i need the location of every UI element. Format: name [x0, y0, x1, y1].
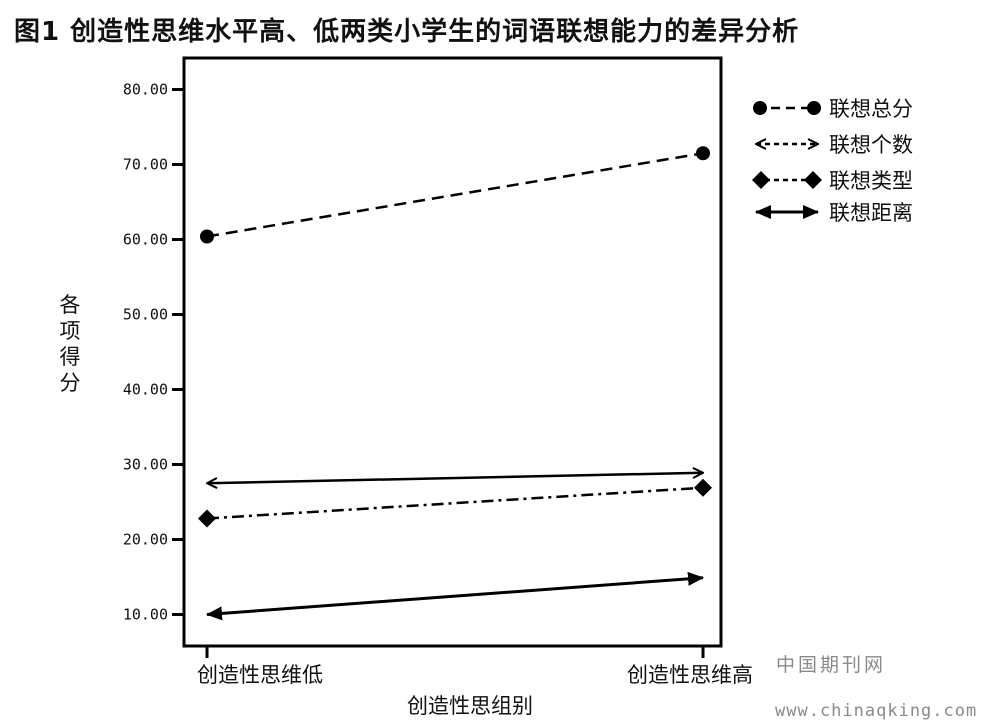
- x-axis-label: 创造性思组别: [407, 694, 533, 718]
- plot-frame: [182, 56, 723, 648]
- legend-item: 联想总分: [753, 97, 913, 121]
- series-group: [198, 146, 712, 621]
- legend-marker: [804, 171, 822, 189]
- y-axis: 10.00 20.00 30.00 40.00 50.00 60.00 70.00 80.00: [123, 81, 184, 624]
- y-axis-label-char-4: 分: [60, 371, 81, 395]
- legend-item: 联想个数: [756, 133, 913, 157]
- y-axis-label-char-3: 得: [60, 345, 81, 369]
- data-point: [198, 509, 216, 528]
- legend-label: 联想个数: [829, 133, 913, 157]
- chart-title: 图1 创造性思维水平高、低两类小学生的词语联想能力的差异分析: [14, 16, 799, 47]
- legend-marker: [753, 101, 767, 115]
- y-tick-label: 70.00: [123, 156, 168, 174]
- series-4: [206, 571, 704, 621]
- y-tick-label: 10.00: [123, 606, 168, 624]
- legend-marker: [752, 171, 770, 189]
- data-point: [694, 478, 712, 497]
- y-tick-label: 30.00: [123, 456, 168, 474]
- x-tick-label: 创造性思维高: [627, 663, 753, 687]
- legend-label: 联想类型: [829, 169, 913, 193]
- series-line: [206, 152, 704, 238]
- series-line: [206, 486, 704, 520]
- y-axis-label-char-2: 项: [60, 319, 81, 343]
- legend-label: 联想距离: [829, 201, 913, 225]
- y-tick-label: 50.00: [123, 306, 168, 324]
- series-2: [207, 473, 703, 484]
- y-tick-label: 20.00: [123, 531, 168, 549]
- y-axis-label-char-1: 各: [60, 293, 81, 317]
- legend-marker: [807, 101, 821, 115]
- watermark-text: 中国期刊网: [776, 654, 886, 676]
- y-tick-label: 60.00: [123, 231, 168, 249]
- data-point: [696, 146, 710, 161]
- watermark-url: www.chinaqking.com: [775, 701, 977, 721]
- series-1: [200, 146, 710, 244]
- series-3: [198, 478, 712, 528]
- series-line: [206, 571, 704, 621]
- series-line: [207, 473, 703, 484]
- y-tick-label: 80.00: [123, 81, 168, 99]
- legend-item: 联想距离: [755, 201, 913, 225]
- x-tick-label: 创造性思维低: [197, 663, 323, 687]
- legend-label: 联想总分: [829, 97, 913, 121]
- data-point: [200, 229, 214, 244]
- y-tick-label: 40.00: [123, 381, 168, 399]
- x-axis: 创造性思维低 创造性思维高: [197, 646, 753, 687]
- legend-item: 联想类型: [752, 169, 913, 193]
